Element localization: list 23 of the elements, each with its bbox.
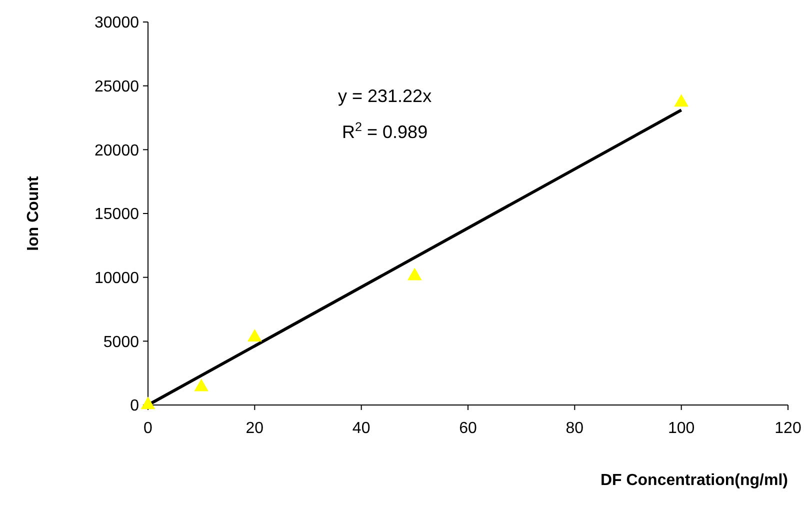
y-tick-label: 20000 [94, 142, 140, 160]
point [140, 396, 156, 410]
y-tick-label: 15000 [94, 206, 140, 224]
x-tick-label: 20 [246, 420, 264, 437]
annotation: R$^{2}$ = 0.989 [342, 120, 428, 142]
point [247, 329, 262, 342]
y-axis-title: Ion Count [25, 176, 42, 251]
x-tick-label: 120 [774, 420, 802, 437]
x-axis-title: DF Concentration(ng/ml) [600, 472, 788, 489]
x-tick-label: 40 [352, 420, 370, 437]
x-tick-label: 100 [668, 420, 695, 437]
y-tick-label: 10000 [94, 270, 140, 287]
annotation: y = 231.22x [338, 86, 432, 106]
y-tick-label: 25000 [94, 78, 140, 96]
x-tick-label: 60 [459, 420, 477, 437]
point [674, 94, 689, 107]
point [407, 268, 422, 280]
y-tick-label: 5000 [103, 334, 140, 351]
y-tick-label: 30000 [94, 14, 140, 32]
x-tick-label: 0 [144, 420, 153, 437]
x-tick-label: 80 [566, 420, 584, 437]
y-tick-label: 0 [130, 398, 140, 415]
point [194, 378, 209, 392]
